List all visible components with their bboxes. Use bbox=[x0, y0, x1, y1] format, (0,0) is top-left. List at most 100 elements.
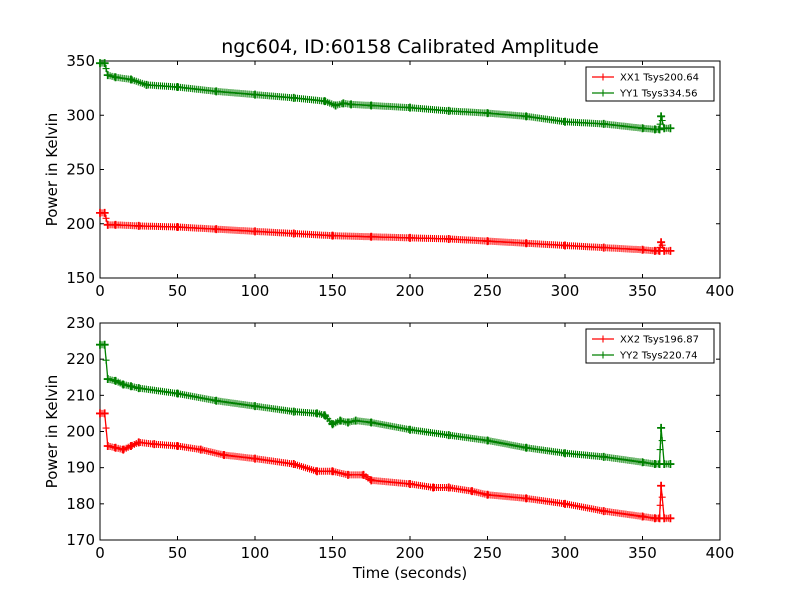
legend-marker bbox=[599, 351, 607, 359]
data-point bbox=[289, 229, 298, 238]
series-1 bbox=[96, 208, 675, 255]
data-point bbox=[367, 101, 376, 110]
x-tick-label: 0 bbox=[95, 544, 105, 562]
x-tick-label: 250 bbox=[473, 544, 502, 562]
data-point bbox=[367, 476, 376, 485]
x-tick-label: 400 bbox=[706, 544, 735, 562]
series-1 bbox=[96, 409, 675, 523]
data-point bbox=[173, 389, 182, 398]
data-point bbox=[313, 467, 321, 476]
y-axis-label: Power in Kelvin bbox=[43, 375, 61, 489]
data-point bbox=[561, 499, 569, 508]
data-point bbox=[657, 112, 666, 121]
data-point bbox=[444, 234, 453, 243]
series-2 bbox=[96, 59, 675, 134]
data-point bbox=[483, 237, 492, 246]
data-point bbox=[655, 125, 664, 134]
y-tick-label: 190 bbox=[66, 459, 95, 477]
x-tick-label: 300 bbox=[551, 282, 580, 300]
data-point bbox=[561, 241, 569, 250]
data-point bbox=[344, 470, 352, 479]
data-point bbox=[111, 376, 120, 385]
data-point bbox=[657, 423, 666, 432]
y-tick-label: 210 bbox=[66, 386, 95, 404]
data-point bbox=[406, 479, 414, 488]
data-point bbox=[103, 220, 112, 229]
data-point-marker bbox=[102, 356, 110, 364]
data-point bbox=[111, 443, 120, 452]
data-point bbox=[522, 443, 531, 452]
legend-marker bbox=[599, 73, 607, 81]
data-point bbox=[666, 124, 675, 133]
legend-label: XX1 Tsys200.64 bbox=[620, 73, 699, 84]
x-tick-label: 50 bbox=[168, 282, 187, 300]
data-point bbox=[367, 418, 376, 427]
data-point bbox=[347, 100, 356, 109]
plot-panel-2: 0 50 100 150 200 250 300 350 400 170 180 190 200 210 2… bbox=[43, 314, 734, 562]
data-point bbox=[196, 445, 205, 454]
y-tick-label: 200 bbox=[66, 215, 95, 233]
data-point bbox=[134, 221, 143, 230]
data-point bbox=[657, 238, 666, 247]
data-point bbox=[483, 109, 492, 118]
data-point bbox=[638, 245, 647, 254]
data-point bbox=[638, 124, 647, 133]
legend-label: XX2 Tsys196.87 bbox=[620, 335, 699, 346]
data-point-marker bbox=[656, 446, 664, 454]
data-point bbox=[429, 483, 438, 492]
x-tick-label: 100 bbox=[241, 282, 270, 300]
data-point bbox=[406, 425, 414, 434]
data-point bbox=[483, 436, 492, 445]
x-tick-label: 300 bbox=[551, 544, 580, 562]
data-point bbox=[331, 101, 340, 110]
data-point bbox=[320, 97, 329, 106]
data-point bbox=[599, 119, 608, 128]
data-point bbox=[367, 232, 376, 241]
data-point bbox=[103, 71, 112, 80]
data-point bbox=[657, 481, 666, 490]
legend-entry: YY1 Tsys334.56 bbox=[592, 89, 698, 100]
data-point bbox=[103, 375, 112, 384]
data-point bbox=[406, 103, 414, 112]
x-tick-label: 350 bbox=[628, 282, 657, 300]
data-point bbox=[100, 409, 109, 418]
legend-box bbox=[585, 66, 715, 102]
data-point bbox=[134, 438, 143, 447]
y-tick-label: 170 bbox=[66, 531, 95, 549]
data-point bbox=[328, 420, 337, 429]
x-tick-label: 100 bbox=[241, 544, 270, 562]
data-point bbox=[142, 80, 151, 89]
data-point bbox=[561, 117, 569, 126]
y-tick-label: 300 bbox=[66, 106, 95, 124]
data-point bbox=[599, 452, 608, 461]
legend-entry: XX2 Tsys196.87 bbox=[592, 335, 699, 346]
x-tick-label: 400 bbox=[706, 282, 735, 300]
data-point bbox=[127, 441, 135, 450]
chart-title: ngc604, ID:60158 Calibrated Amplitude bbox=[221, 36, 599, 58]
data-point bbox=[336, 416, 345, 425]
legend-marker bbox=[599, 89, 607, 97]
data-point-marker bbox=[658, 117, 666, 125]
data-point bbox=[599, 507, 608, 516]
data-point bbox=[666, 514, 675, 523]
x-tick-label: 250 bbox=[473, 282, 502, 300]
data-point bbox=[251, 454, 259, 463]
x-tick-label: 150 bbox=[318, 544, 347, 562]
data-point bbox=[173, 441, 182, 450]
legend-marker bbox=[599, 335, 607, 343]
data-point bbox=[111, 220, 120, 229]
legend-entry: XX1 Tsys200.64 bbox=[592, 73, 699, 84]
data-point bbox=[522, 239, 531, 248]
data-point bbox=[638, 512, 647, 521]
data-point bbox=[468, 487, 476, 496]
y-tick-label: 220 bbox=[66, 350, 95, 368]
y-axis-label: Power in Kelvin bbox=[43, 113, 61, 227]
data-point bbox=[289, 407, 298, 416]
x-tick-label: 200 bbox=[396, 282, 425, 300]
data-point bbox=[483, 490, 492, 499]
data-point bbox=[127, 382, 135, 391]
series-2 bbox=[96, 340, 675, 469]
x-axis-label: Time (seconds) bbox=[352, 564, 468, 582]
data-point bbox=[251, 227, 259, 236]
